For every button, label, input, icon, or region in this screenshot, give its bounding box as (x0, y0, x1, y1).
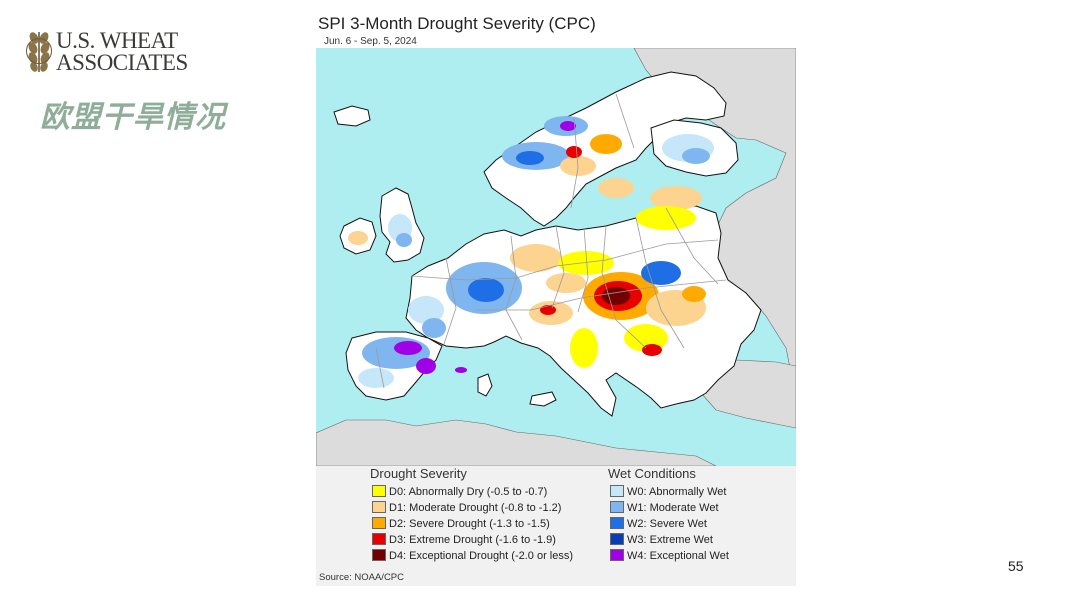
europe-map-svg (316, 48, 796, 466)
slide-title: 欧盟干旱情况 (40, 100, 226, 135)
legend-item-d4: D4: Exceptional Drought (-2.0 or less) (372, 549, 573, 563)
iceland-land (333, 105, 371, 127)
legend-swatch-d1 (372, 501, 386, 513)
legend-label-w4: W4: Exceptional Wet (627, 550, 729, 562)
legend-item-w1: W1: Moderate Wet (610, 501, 719, 515)
logo-text-line2: ASSOCIATES (56, 50, 188, 75)
legend-swatch-d3 (372, 533, 386, 545)
map-source: Source: NOAA/CPC (319, 572, 404, 583)
sicily-land (529, 391, 557, 407)
mainland-land (405, 205, 762, 417)
legend-item-w0: W0: Abnormally Wet (610, 485, 726, 499)
legend-item-d0: D0: Abnormally Dry (-0.5 to -0.7) (372, 485, 547, 499)
legend-swatch-d0 (372, 485, 386, 497)
legend-label-d3: D3: Extreme Drought (-1.6 to -1.9) (389, 534, 556, 546)
legend-item-w3: W3: Extreme Wet (610, 533, 713, 547)
map-legend: Drought Severity Wet Conditions D0: Abno… (316, 466, 796, 586)
wet-legend-heading: Wet Conditions (608, 466, 696, 481)
legend-item-d3: D3: Extreme Drought (-1.6 to -1.9) (372, 533, 556, 547)
sardinia-land (477, 373, 493, 397)
legend-label-d1: D1: Moderate Drought (-0.8 to -1.2) (389, 502, 562, 514)
legend-swatch-w2 (610, 517, 624, 529)
legend-swatch-w1 (610, 501, 624, 513)
legend-label-w3: W3: Extreme Wet (627, 534, 713, 546)
logo-text-line1: U.S. WHEAT (56, 28, 178, 53)
wheat-icon (26, 32, 52, 72)
legend-item-w4: W4: Exceptional Wet (610, 549, 729, 563)
legend-swatch-w4 (610, 549, 624, 561)
drought-legend-heading: Drought Severity (370, 466, 467, 481)
page-number: 55 (1008, 558, 1024, 574)
legend-label-w0: W0: Abnormally Wet (627, 486, 727, 498)
legend-label-w2: W2: Severe Wet (627, 518, 707, 530)
legend-label-d4: D4: Exceptional Drought (-2.0 or less) (389, 550, 574, 562)
map-title: SPI 3-Month Drought Severity (CPC) (318, 14, 596, 33)
legend-label-w1: W1: Moderate Wet (627, 502, 719, 514)
legend-swatch-w3 (610, 533, 624, 545)
legend-item-w2: W2: Severe Wet (610, 517, 707, 531)
map-date-range: Jun. 6 - Sep. 5, 2024 (324, 36, 417, 47)
africa-land (316, 419, 717, 466)
legend-swatch-d2 (372, 517, 386, 529)
usw-logo: U.S. WHEAT ASSOCIATES (26, 28, 206, 76)
legend-label-d2: D2: Severe Drought (-1.3 to -1.5) (389, 518, 550, 530)
legend-item-d2: D2: Severe Drought (-1.3 to -1.5) (372, 517, 550, 531)
legend-swatch-w0 (610, 485, 624, 497)
legend-label-d0: D0: Abnormally Dry (-0.5 to -0.7) (389, 486, 548, 498)
legend-swatch-d4 (372, 549, 386, 561)
country-borders (375, 93, 727, 389)
legend-item-d1: D1: Moderate Drought (-0.8 to -1.2) (372, 501, 561, 515)
drought-map (316, 48, 796, 466)
